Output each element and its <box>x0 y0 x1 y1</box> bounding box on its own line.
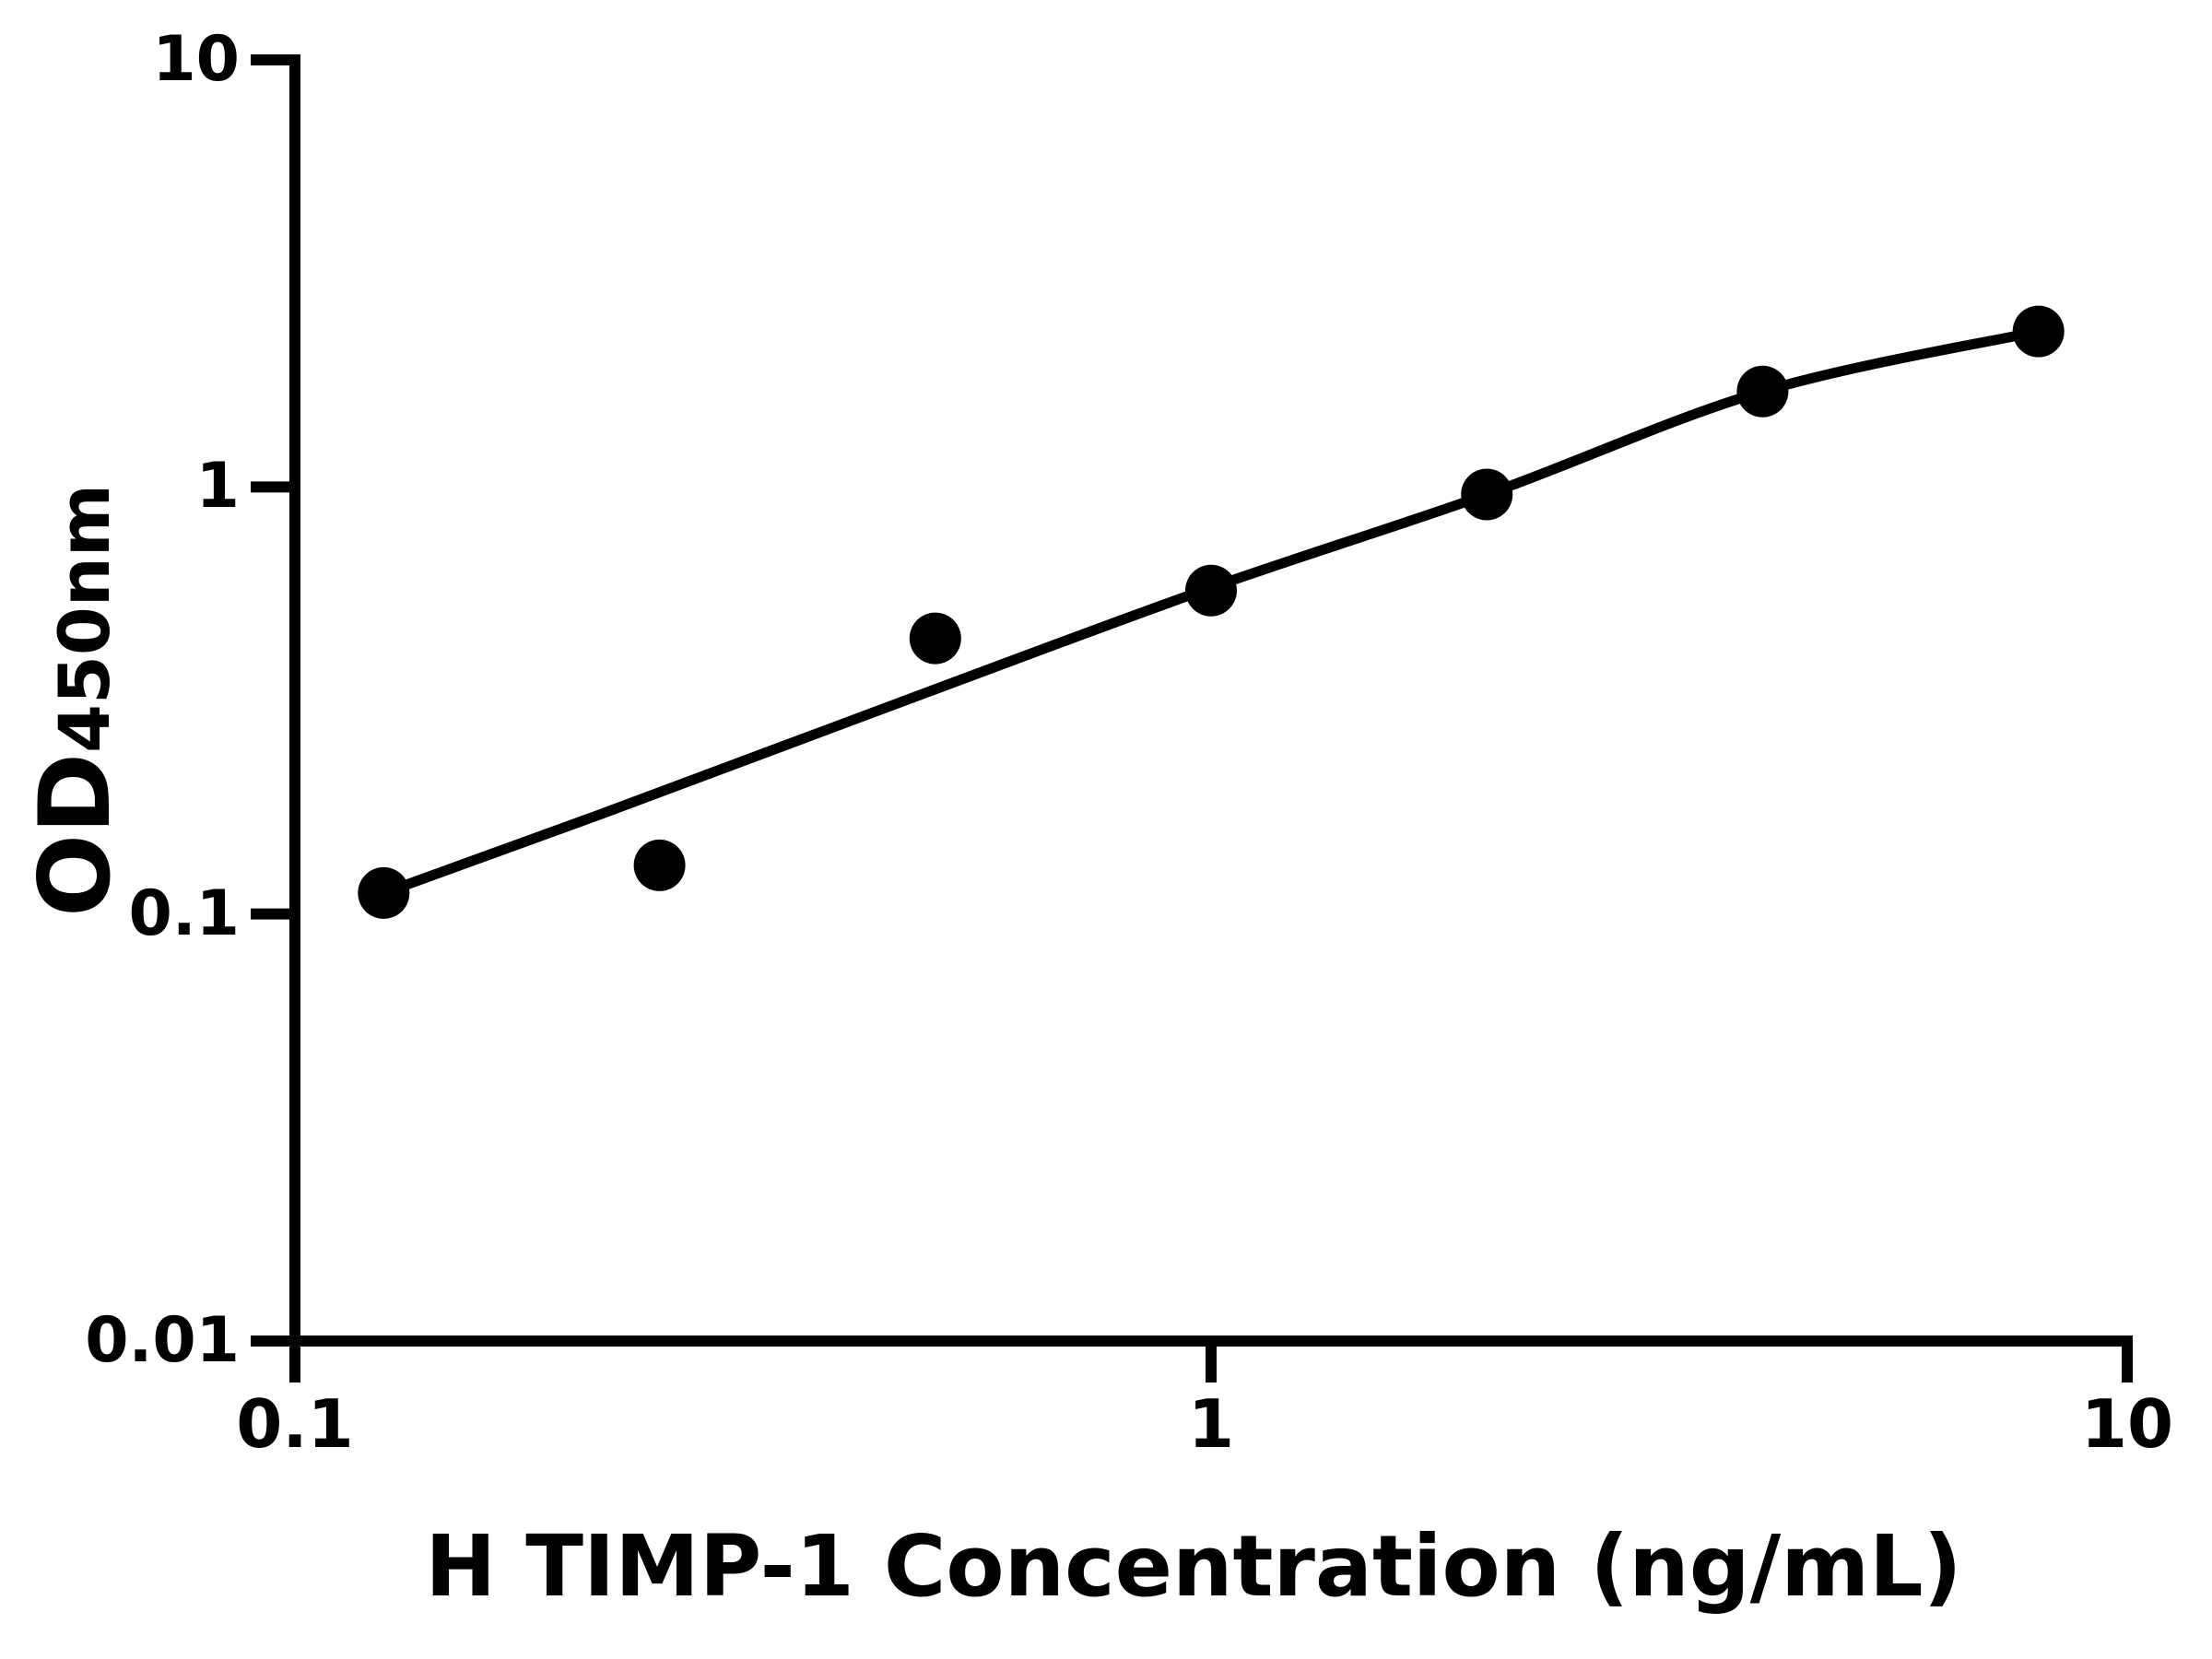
data-point-4 <box>1461 468 1513 521</box>
x-tick-label-10: 10 <box>2080 1385 2174 1463</box>
y-tick-label-0.1: 0.1 <box>128 877 240 950</box>
y-axis-title: OD450nm <box>18 483 132 917</box>
y-tick-label-10: 10 <box>152 23 240 96</box>
data-point-6 <box>2012 305 2065 358</box>
data-point-2 <box>909 612 961 665</box>
y-tick-label-1: 1 <box>195 450 240 524</box>
y-axis-title-main: OD <box>18 752 132 918</box>
y-axis-title-sub: 450nm <box>43 483 125 753</box>
data-point-0 <box>358 866 410 919</box>
data-point-3 <box>1185 564 1237 617</box>
y-tick-label-0.01: 0.01 <box>85 1304 240 1377</box>
x-tick-label-0.1: 0.1 <box>236 1385 354 1463</box>
data-point-1 <box>633 839 686 891</box>
data-point-5 <box>1736 365 1789 418</box>
x-axis-title: H TIMP-1 Concentration (ng/mL) <box>425 1517 1962 1616</box>
x-tick-label-1: 1 <box>1187 1385 1235 1463</box>
